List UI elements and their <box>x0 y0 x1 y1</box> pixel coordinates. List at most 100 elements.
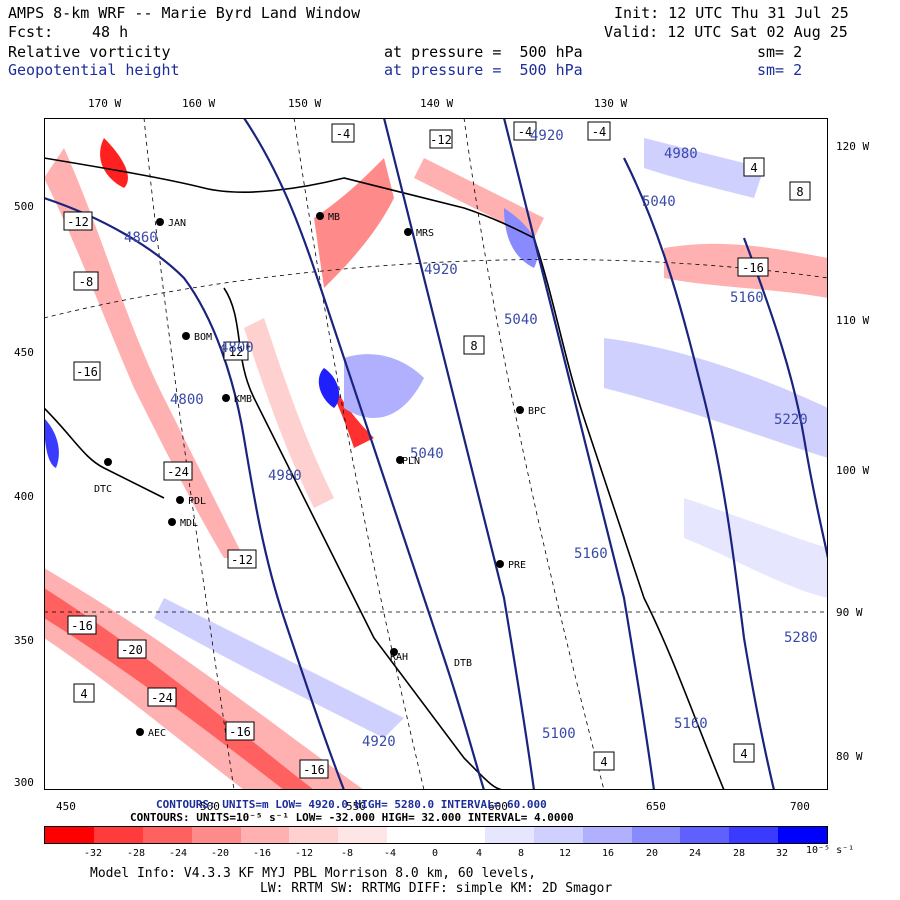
field1-level: at pressure = 500 hPa <box>384 43 583 61</box>
vorticity-label: 4 <box>733 743 755 763</box>
negative-vorticity-band <box>44 568 364 790</box>
bottom-grid-label: 550 <box>346 800 366 813</box>
colorbar-tick: 24 <box>688 848 702 859</box>
station-label: PRE <box>508 560 526 571</box>
vorticity-label: -16 <box>299 759 329 779</box>
colorbar-tick: -4 <box>383 848 397 859</box>
right-lon-label: 110 W <box>836 314 870 327</box>
station-label: AEC <box>148 728 166 739</box>
colorbar-swatch <box>93 827 143 843</box>
vorticity-label: -16 <box>225 721 255 741</box>
height-label: 5220 <box>774 412 808 428</box>
height-label: 4920 <box>530 128 564 144</box>
forecast-label: Fcst: <box>8 23 54 41</box>
vorticity-label: -16 <box>737 257 769 277</box>
station-label: JAN <box>168 218 186 229</box>
colorbar-swatch <box>436 827 485 843</box>
svg-text:4: 4 <box>600 755 607 769</box>
left-grid-label: 500 <box>14 200 34 213</box>
height-label: 4860 <box>124 230 158 246</box>
station-marker <box>396 456 404 464</box>
coastline <box>533 237 725 790</box>
station-marker <box>316 212 324 220</box>
bottom-grid-label: 700 <box>790 800 810 813</box>
colorbar-swatch <box>582 827 632 843</box>
station-label: KMB <box>234 394 252 405</box>
vorticity-label: 8 <box>463 335 485 355</box>
vorticity-contour-info: CONTOURS: UNITS=10⁻⁵ s⁻¹ LOW= -32.000 HI… <box>130 811 574 824</box>
svg-text:12: 12 <box>229 345 243 359</box>
right-lon-label: 80 W <box>836 750 863 763</box>
coastline <box>223 287 505 790</box>
colorbar-tick: 16 <box>601 848 615 859</box>
height-contour <box>382 118 536 790</box>
svg-text:-4: -4 <box>592 125 606 139</box>
vorticity-label: 4 <box>73 683 95 703</box>
positive-vorticity-band <box>644 138 764 198</box>
colorbar-swatch <box>338 827 388 843</box>
vorticity-label: -12 <box>227 549 257 569</box>
bottom-grid-label: 500 <box>200 800 220 813</box>
vorticity-label: -4 <box>587 121 611 141</box>
svg-text:-20: -20 <box>121 643 143 657</box>
negative-vorticity-band <box>244 318 334 508</box>
negative-vorticity-band <box>324 368 374 448</box>
station-marker <box>182 332 190 340</box>
svg-text:-24: -24 <box>151 691 173 705</box>
init-time: Init: 12 UTC Thu 31 Jul 25 <box>614 4 849 22</box>
vorticity-label: -4 <box>513 121 537 141</box>
vorticity-label: -12 <box>429 129 453 149</box>
height-label: 5040 <box>642 194 676 210</box>
vorticity-map: -4 -12 -4 -4 4 8 -12 -8 -16 12 8 -16 -24… <box>44 118 828 790</box>
positive-vorticity-band <box>318 368 340 408</box>
height-label: 5160 <box>574 546 608 562</box>
station-marker <box>222 394 230 402</box>
colorbar-tick: -16 <box>252 848 272 859</box>
colorbar-tick: 0 <box>431 848 439 859</box>
vorticity-label: -8 <box>73 271 99 291</box>
station-label: MRS <box>416 228 434 239</box>
svg-text:-12: -12 <box>430 133 452 147</box>
colorbar-swatch <box>680 827 730 843</box>
height-label: 4920 <box>362 734 396 750</box>
svg-text:-4: -4 <box>518 125 532 139</box>
station-label: RAH <box>390 652 408 663</box>
field2-level: at pressure = 500 hPa <box>384 61 583 79</box>
colorbar-swatch <box>289 827 339 843</box>
height-contour <box>623 157 776 790</box>
left-grid-label: 400 <box>14 490 34 503</box>
colorbar-swatch <box>191 827 241 843</box>
height-label: 5160 <box>674 716 708 732</box>
colorbar-swatch <box>142 827 192 843</box>
colorbar-tick: -24 <box>168 848 188 859</box>
colorbar-tick: -32 <box>83 848 103 859</box>
station-marker <box>176 496 184 504</box>
height-label: 4800 <box>220 340 254 356</box>
svg-text:-16: -16 <box>71 619 93 633</box>
station-label: PDL <box>188 496 206 507</box>
station-label: BPC <box>528 406 546 417</box>
height-contour <box>243 118 486 790</box>
vorticity-label: -4 <box>331 123 355 143</box>
svg-text:4: 4 <box>740 747 747 761</box>
svg-text:-16: -16 <box>303 763 325 777</box>
colorbar-swatch <box>45 827 94 843</box>
station-marker <box>390 648 398 656</box>
height-label: 5160 <box>730 290 764 306</box>
height-label: 5280 <box>784 630 818 646</box>
svg-text:-16: -16 <box>742 261 764 275</box>
vorticity-label: 4 <box>593 751 615 771</box>
height-contour <box>44 196 346 790</box>
vorticity-label: 12 <box>223 341 249 361</box>
bottom-grid-label: 650 <box>646 800 666 813</box>
positive-vorticity-band <box>44 418 59 468</box>
positive-vorticity-band <box>154 598 404 738</box>
top-lon-label: 140 W <box>420 97 454 110</box>
negative-vorticity-band <box>314 158 394 288</box>
colorbar-swatch <box>533 827 583 843</box>
field2-name: Geopotential height <box>8 61 180 79</box>
bottom-grid-label: 600 <box>488 800 508 813</box>
colorbar-swatch <box>240 827 290 843</box>
vorticity-label: -16 <box>73 361 101 381</box>
forecast-hour: 48 h <box>92 23 129 41</box>
